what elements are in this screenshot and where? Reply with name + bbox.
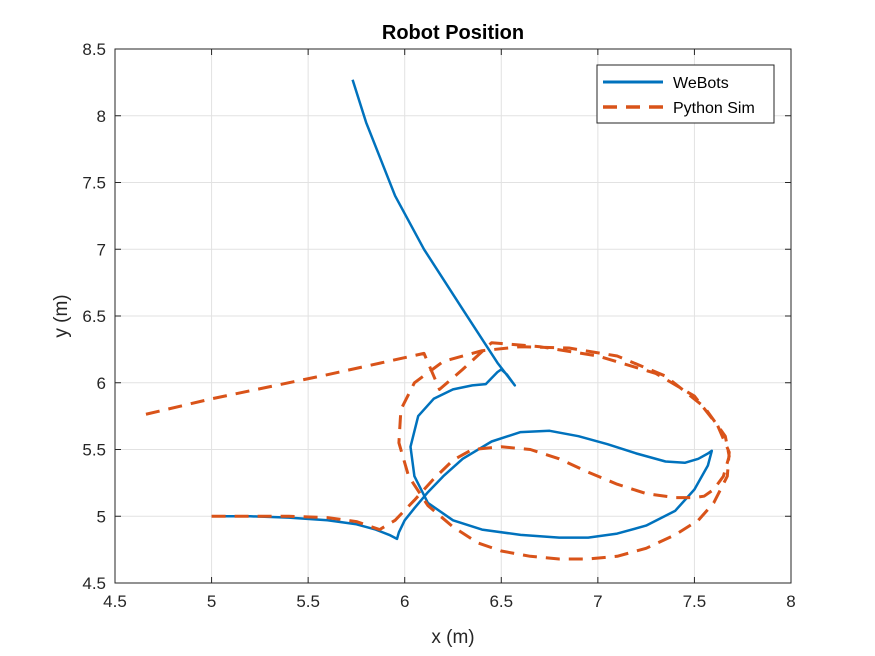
- y-tick-label: 8.5: [82, 40, 106, 59]
- legend-box: [596, 64, 775, 124]
- y-tick-label: 6.5: [82, 307, 106, 326]
- x-tick-label: 5: [207, 592, 216, 611]
- x-tick-label: 6: [400, 592, 409, 611]
- y-tick-label: 7.5: [82, 174, 106, 193]
- series-line-webots: [211, 79, 714, 541]
- y-tick-label: 7: [97, 240, 106, 259]
- x-axis-label: x (m): [431, 627, 474, 648]
- x-tick-label: 6.5: [489, 592, 513, 611]
- axis-ticks: 4.5 5 5.5 6 6.5 7 7.5 8 4.5 5 5.5 6 6.5 7 7.5 8 8.5: [82, 40, 795, 611]
- x-tick-label: 5.5: [296, 592, 320, 611]
- x-tick-label: 4.5: [103, 592, 127, 611]
- y-tick-label: 5: [97, 507, 106, 526]
- legend-label-webots: WeBots: [673, 75, 729, 92]
- x-tick-label: 8: [786, 592, 795, 611]
- chart-title: Robot Position: [382, 22, 524, 44]
- series-line-python-sim: [137, 341, 731, 561]
- y-axis-label: y (m): [51, 294, 72, 337]
- y-tick-label: 5.5: [82, 441, 106, 460]
- x-tick-label: 7: [593, 592, 602, 611]
- y-tick-label: 4.5: [82, 574, 106, 593]
- series-layer: [137, 79, 731, 561]
- legend: WeBots Python Sim: [596, 64, 775, 124]
- y-tick-label: 6: [97, 374, 106, 393]
- legend-label-python-sim: Python Sim: [673, 100, 755, 117]
- x-tick-label: 7.5: [683, 592, 707, 611]
- y-tick-label: 8: [97, 107, 106, 126]
